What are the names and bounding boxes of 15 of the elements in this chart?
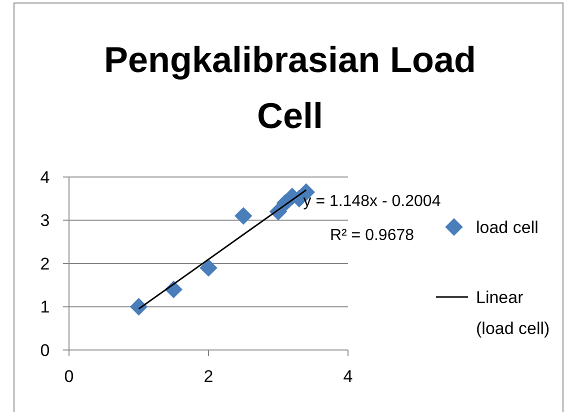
- chart-title: Pengkalibrasian Load Cell: [104, 39, 476, 136]
- point: [130, 298, 148, 316]
- annotation: R² = 0.9678: [330, 227, 414, 244]
- x-tick-label: 0: [64, 367, 74, 386]
- point: [234, 207, 252, 225]
- legend-label: Linear (load cell): [476, 288, 550, 338]
- x-tick-label: 4: [343, 367, 353, 386]
- y-tick-label: 0: [40, 340, 50, 360]
- y-tick-label: 3: [40, 211, 50, 230]
- y-tick-label: 4: [40, 168, 50, 187]
- legend-label: load cell: [476, 218, 538, 237]
- y-tick-label: 1: [40, 298, 50, 317]
- x-tick-label: 2: [204, 367, 214, 386]
- point: [200, 258, 218, 277]
- y-tick-label: 2: [40, 254, 50, 274]
